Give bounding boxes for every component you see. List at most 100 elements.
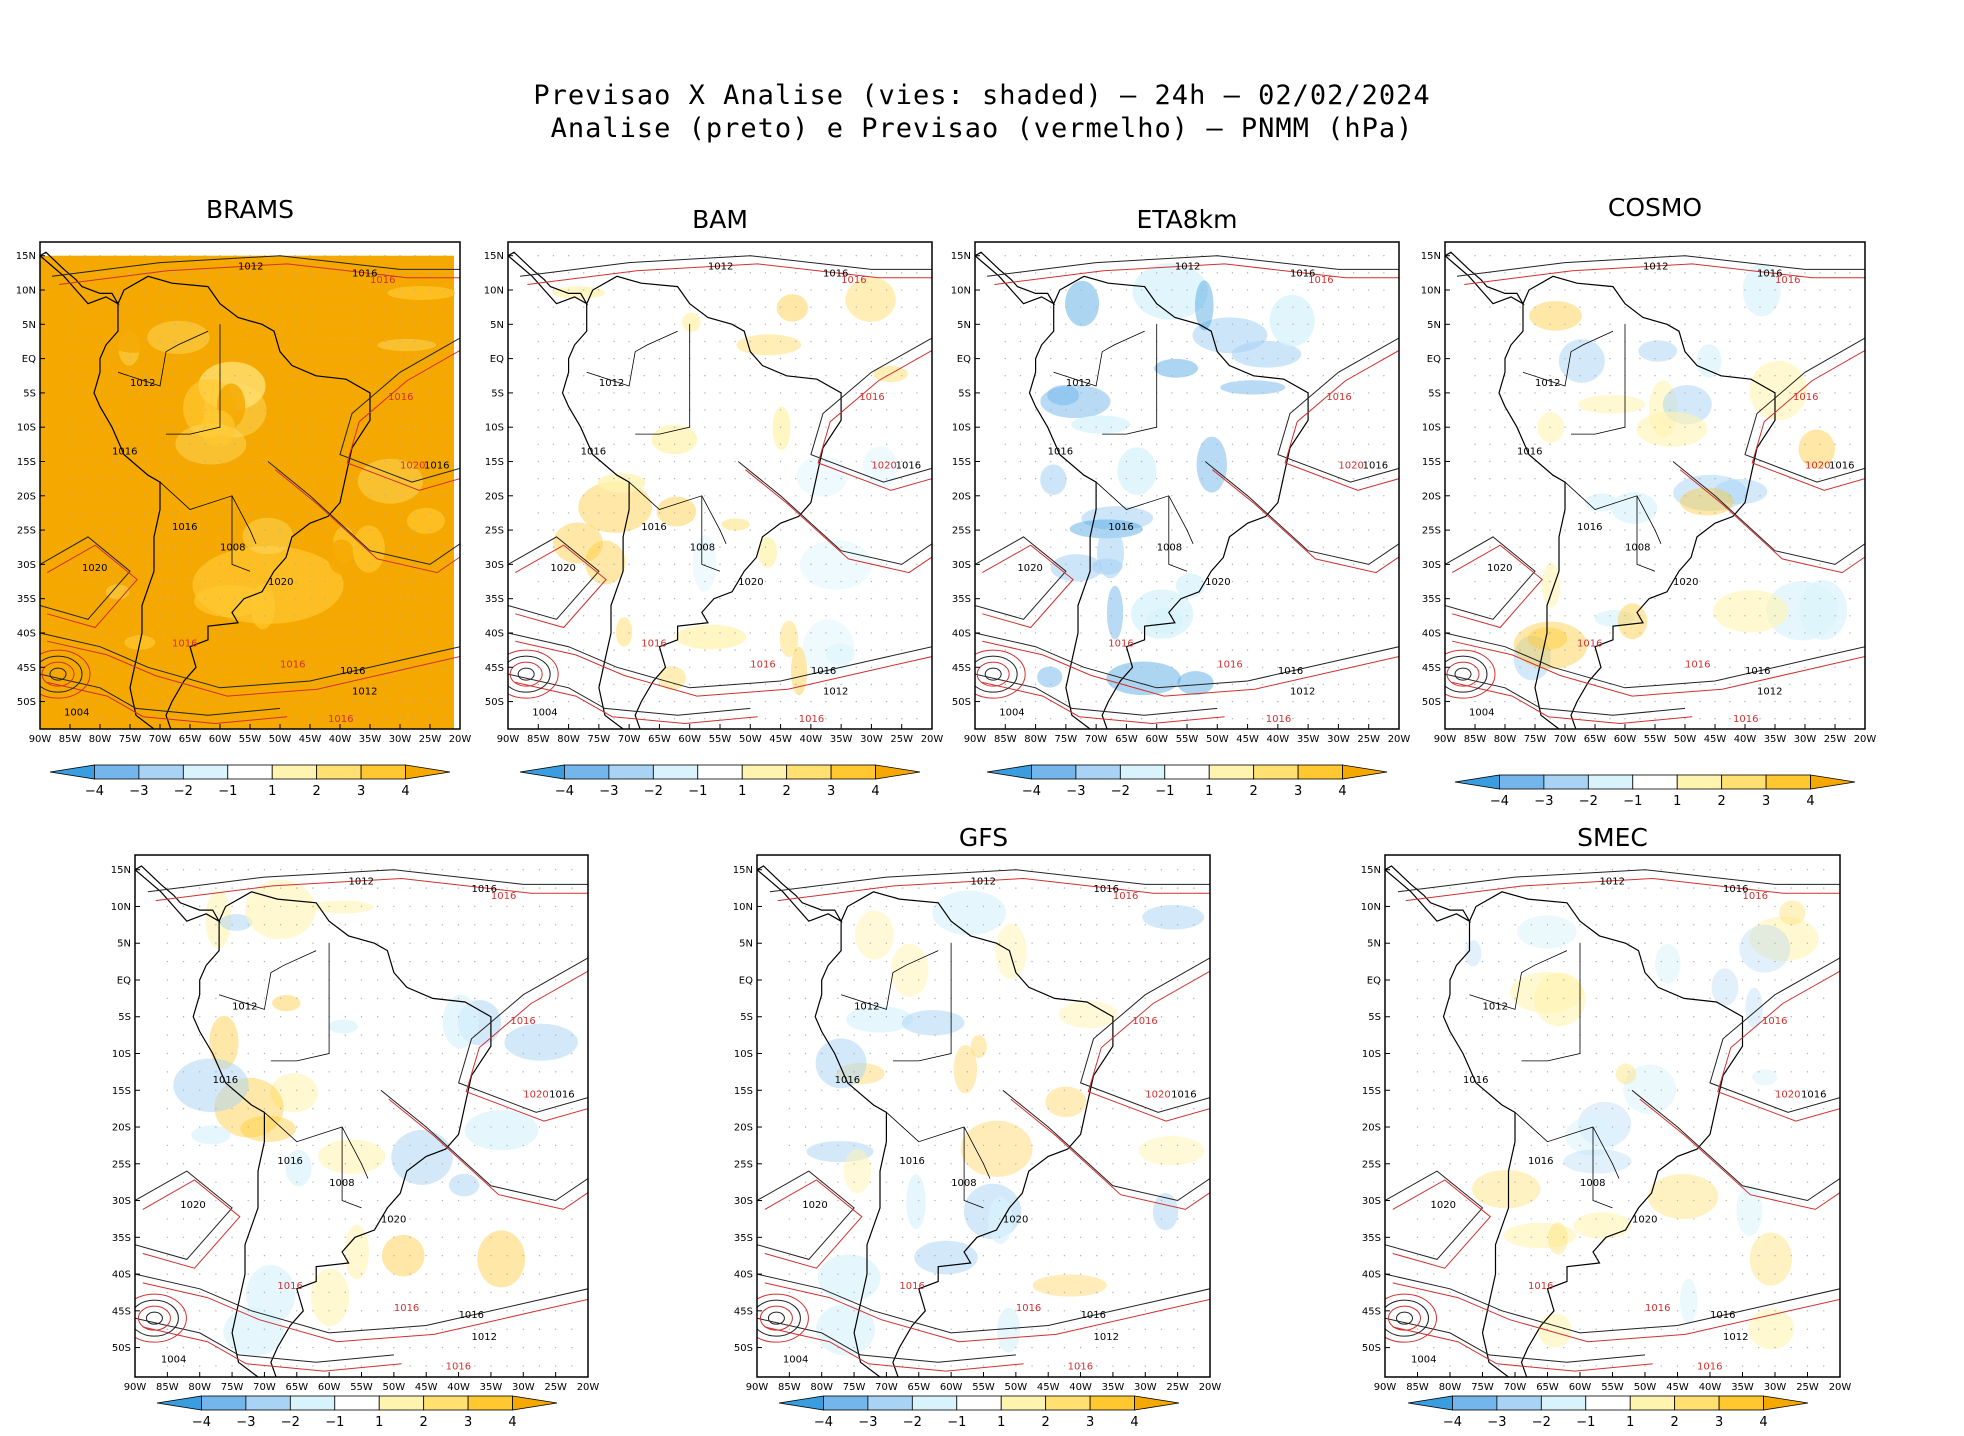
contour-label: 1020: [802, 1200, 827, 1211]
coastline-south-america: [1498, 275, 1776, 729]
lat-tick-label: 50S: [17, 697, 36, 708]
map-frame: [756, 854, 1211, 1378]
isobar-analysis: [1385, 1170, 1484, 1260]
lat-tick-label: 5N: [117, 939, 131, 950]
lat-tick-label: 15S: [1422, 457, 1441, 468]
colorbar-label: −1: [218, 784, 237, 799]
grid-dots: [1416, 869, 1825, 1367]
colorbar-segment: [316, 764, 362, 780]
colorbar-label: −2: [1579, 794, 1598, 809]
lat-tick-label: 15S: [112, 1086, 131, 1097]
contour-label: 1016: [1171, 1090, 1196, 1101]
lat-tick-label: 35S: [952, 594, 971, 605]
bias-patch: [818, 1254, 881, 1302]
colorbar-segment: [875, 764, 921, 780]
bias-patch: [464, 1110, 539, 1151]
bias-patch: [906, 1174, 926, 1230]
country-border: [892, 943, 952, 1062]
map-panel-gfs: 1012101610161012101610161020102010161012…: [733, 854, 1221, 1393]
lat-tick-label: EQ: [22, 354, 36, 365]
contour-label: 1016: [1793, 392, 1818, 403]
coastline-central-america: [975, 251, 1056, 306]
bias-patch: [306, 436, 329, 467]
lon-tick-label: 70W: [253, 1382, 276, 1393]
lat-tick-label: 20S: [485, 491, 504, 502]
isobar-analysis: [1445, 632, 1865, 689]
bias-patch: [310, 1268, 350, 1326]
colorbar-eta8km: −4 −3 −2 −1 1 2 3 4: [986, 764, 1388, 799]
low-pressure-ring: [984, 667, 1002, 681]
lat-tick-label: 10S: [112, 1049, 131, 1060]
low-pressure-ring: [1385, 1299, 1429, 1337]
country-border: [166, 324, 221, 435]
colorbar-bam: −4 −3 −2 −1 1 2 3 4: [519, 764, 921, 799]
lon-tick-label: 70W: [875, 1382, 898, 1393]
lon-tick-label: 85W: [156, 1382, 179, 1393]
colorbar-label: 1: [738, 784, 746, 799]
bias-patch: [1696, 344, 1722, 378]
isobar-analysis: [757, 1317, 1016, 1363]
lon-tick-label: 55W: [972, 1382, 995, 1393]
lon-tick-label: 55W: [709, 734, 732, 745]
contour-label: 1016: [1463, 1075, 1488, 1086]
colorbar-label: −4: [555, 784, 574, 799]
bias-patch: [406, 507, 445, 534]
lon-tick-label: 75W: [588, 734, 611, 745]
map-panel-unnamed: 1012101610161012101610161020102010161012…: [111, 854, 599, 1393]
bias-patch: [1713, 479, 1768, 505]
bias-patch: [1749, 916, 1819, 962]
contour-label: 1008: [329, 1178, 354, 1189]
bias-patch: [285, 1149, 312, 1187]
country-border: [1521, 943, 1581, 1062]
colorbar-label: 3: [1762, 794, 1770, 809]
contour-label: 1012: [971, 876, 996, 887]
lat-tick-label: 50S: [734, 1343, 753, 1354]
lon-tick-label: 40W: [1267, 734, 1290, 745]
bias-patch: [442, 994, 479, 1049]
colorbar-label: −2: [174, 784, 193, 799]
contour-label: 1020: [1775, 1090, 1800, 1101]
lat-tick-label: 15N: [111, 865, 131, 876]
lon-tick-label: 55W: [1601, 1382, 1624, 1393]
contour-label: 1012: [232, 1001, 257, 1012]
bias-patch: [1749, 360, 1808, 421]
lat-tick-label: 20S: [112, 1123, 131, 1134]
contour-label: 1004: [1411, 1354, 1436, 1365]
isobar-analysis: [147, 869, 588, 893]
isobar-forecast: [1679, 469, 1865, 574]
colorbar-segment: [608, 764, 654, 780]
colorbar-label: 4: [401, 784, 409, 799]
isobar-forecast: [764, 1282, 1210, 1343]
coastline-central-america: [508, 251, 589, 306]
lon-tick-label: 55W: [350, 1382, 373, 1393]
colorbar-segment: [200, 1395, 246, 1411]
lon-tick-label: 50W: [269, 734, 292, 745]
colorbar-label: 1: [1626, 1415, 1634, 1430]
bias-patch: [1563, 1149, 1632, 1174]
lon-tick-label: 30W: [1764, 1382, 1787, 1393]
contour-label: 1016: [549, 1090, 574, 1101]
lon-tick-label: 65W: [907, 1382, 930, 1393]
lat-tick-label: 50S: [1422, 697, 1441, 708]
lon-tick-label: 30W: [389, 734, 412, 745]
lat-tick-label: 45S: [1362, 1306, 1381, 1317]
colorbar-segment: [1031, 764, 1077, 780]
lat-tick-label: 5N: [22, 320, 36, 331]
bias-patch: [1081, 506, 1154, 531]
bias-patch: [270, 1073, 319, 1113]
contour-label: 1016: [1278, 666, 1303, 677]
colorbar-segment: [822, 1395, 868, 1411]
lat-tick-label: 10N: [733, 902, 753, 913]
bias-patch: [240, 1115, 297, 1142]
isobar-forecast: [1392, 1282, 1840, 1343]
lat-tick-label: 25S: [485, 526, 504, 537]
isobar-analysis: [1002, 1089, 1210, 1202]
colorbar-segment: [778, 1395, 824, 1411]
contour-label: 1016: [510, 1016, 535, 1027]
lat-tick-label: 20S: [17, 491, 36, 502]
lat-tick-label: 10S: [1422, 423, 1441, 434]
lon-tick-label: 90W: [124, 1382, 147, 1393]
bias-patch: [1713, 590, 1789, 633]
lon-tick-label: 45W: [769, 734, 792, 745]
isobar-forecast: [982, 681, 1225, 725]
